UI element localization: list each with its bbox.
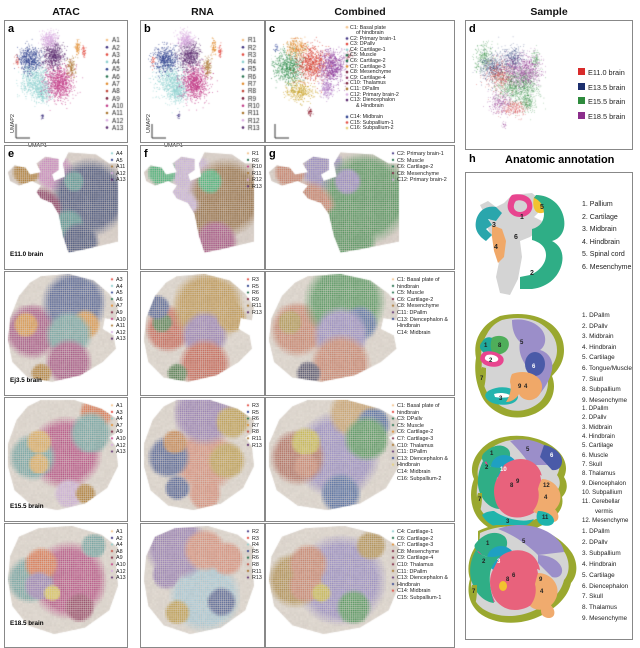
- svg-text:10: 10: [500, 467, 507, 473]
- svg-text:5: 5: [540, 204, 544, 211]
- svg-text:11: 11: [542, 515, 549, 521]
- svg-text:6: 6: [514, 234, 518, 241]
- svg-text:2: 2: [530, 270, 534, 277]
- svg-text:4: 4: [494, 244, 498, 251]
- svg-text:3: 3: [492, 222, 496, 229]
- svg-text:1: 1: [520, 214, 524, 221]
- svg-text:12: 12: [543, 483, 550, 489]
